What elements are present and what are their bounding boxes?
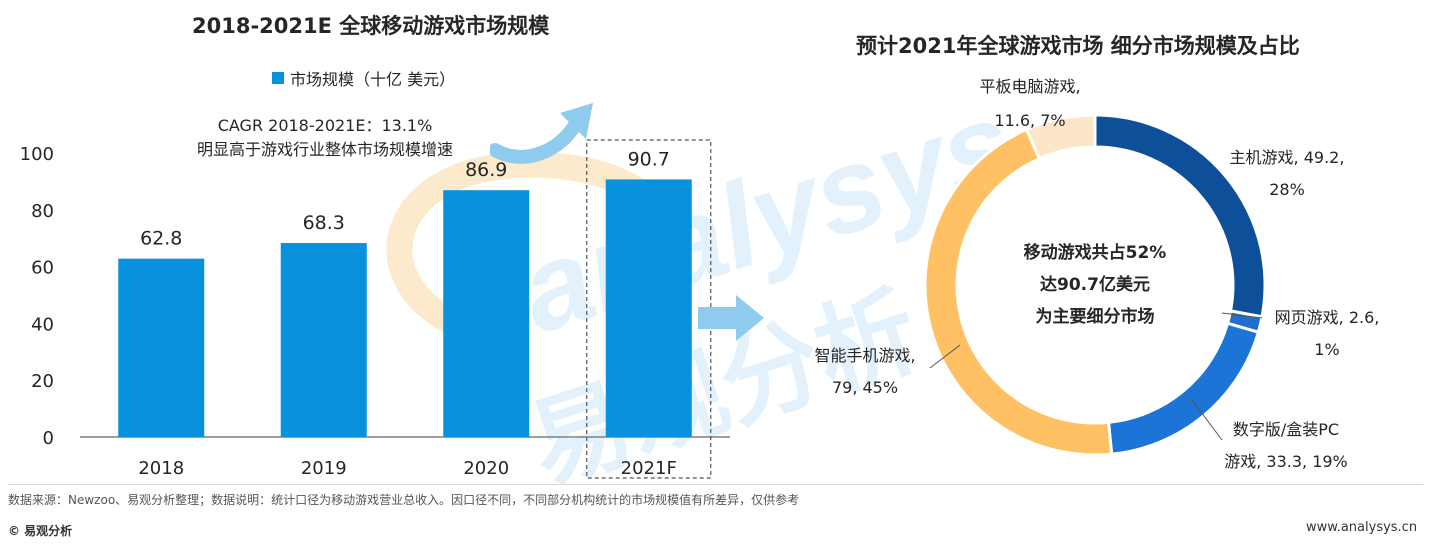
copyright: © 易观分析 (8, 524, 73, 538)
x-tick-label: 2021F (621, 458, 677, 479)
right-arrow-icon (698, 295, 764, 341)
bar-value-label: 86.9 (465, 159, 507, 181)
donut-chart (923, 113, 1267, 457)
legend-label: 市场规模（十亿 美元） (290, 70, 456, 89)
center-line-2: 达90.7亿美元 (1040, 275, 1150, 295)
y-tick-label: 60 (31, 258, 54, 279)
slice-label-web: 网页游戏, 2.6, 1% (1262, 302, 1392, 366)
donut-slice (1024, 113, 1097, 161)
center-line-3: 为主要细分市场 (1035, 307, 1155, 327)
leader-line (1191, 399, 1223, 441)
cagr-annotation: CAGR 2018-2021E：13.1% (217, 116, 433, 135)
leader-line (1221, 312, 1263, 319)
bar-value-label: 90.7 (628, 148, 670, 170)
bar-value-label: 68.3 (303, 212, 345, 234)
slice-label-pc-line2: 游戏, 33.3, 19% (1224, 452, 1348, 471)
y-tick-label: 100 (20, 144, 54, 165)
bar-chart: 0 20 40 60 80 100 62.8 2018 68.3 2019 86.9 2020 90.7… (20, 139, 730, 479)
y-tick-label: 20 (31, 371, 54, 392)
y-tick-label: 80 (31, 201, 54, 222)
x-tick-label: 2020 (463, 458, 509, 479)
bar-legend: 市场规模（十亿 美元） (272, 66, 455, 90)
slice-label-tablet: 平板电脑游戏, 11.6, 7% (960, 70, 1100, 138)
slice-label-tablet-line2: 11.6, 7% (994, 111, 1066, 130)
slice-label-console-line1: 主机游戏, 49.2, (1229, 148, 1345, 167)
donut-chart-title: 预计2021年全球游戏市场 细分市场规模及占比 (856, 34, 1300, 58)
slice-label-pc: 数字版/盒装PC 游戏, 33.3, 19% (1216, 414, 1356, 478)
bar (443, 190, 530, 437)
y-tick-label: 40 (31, 314, 54, 335)
source-note: 数据来源：Newzoo、易观分析整理；数据说明：统计口径为移动游戏营业总收入。因… (8, 493, 800, 507)
growth-arrow-icon (490, 103, 593, 164)
slice-label-console-line2: 28% (1269, 180, 1305, 199)
slice-label-pc-line1: 数字版/盒装PC (1232, 420, 1340, 439)
cagr-annotation-note: 明显高于游戏行业整体市场规模增速 (196, 140, 453, 159)
legend-swatch (272, 72, 284, 84)
slice-label-smartphone: 智能手机游戏, 79, 45% (800, 340, 930, 404)
slice-label-smartphone-line2: 79, 45% (831, 378, 899, 397)
bar (605, 179, 692, 438)
x-tick-label: 2019 (301, 458, 347, 479)
center-line-1: 移动游戏共占52% (1023, 243, 1167, 263)
slice-label-smartphone-line1: 智能手机游戏, (814, 346, 916, 365)
donut-center-text: 移动游戏共占52% 达90.7亿美元 为主要细分市场 (1005, 237, 1185, 333)
slice-label-web-line1: 网页游戏, 2.6, (1274, 308, 1380, 327)
x-tick-label: 2018 (138, 458, 184, 479)
bar-chart-title: 2018-2021E 全球移动游戏市场规模 (192, 14, 550, 38)
bar (280, 243, 367, 437)
donut-slice (923, 127, 1114, 457)
bar (118, 258, 205, 437)
slice-label-web-line2: 1% (1314, 340, 1340, 359)
leader-line (929, 344, 961, 369)
slice-label-tablet-line1: 平板电脑游戏, (979, 77, 1081, 96)
slice-label-console: 主机游戏, 49.2, 28% (1222, 142, 1352, 206)
y-tick-label: 0 (43, 428, 54, 449)
website-link[interactable]: www.analysys.cn (1306, 520, 1418, 535)
footer-divider (8, 484, 1423, 485)
bar-value-label: 62.8 (140, 228, 182, 250)
